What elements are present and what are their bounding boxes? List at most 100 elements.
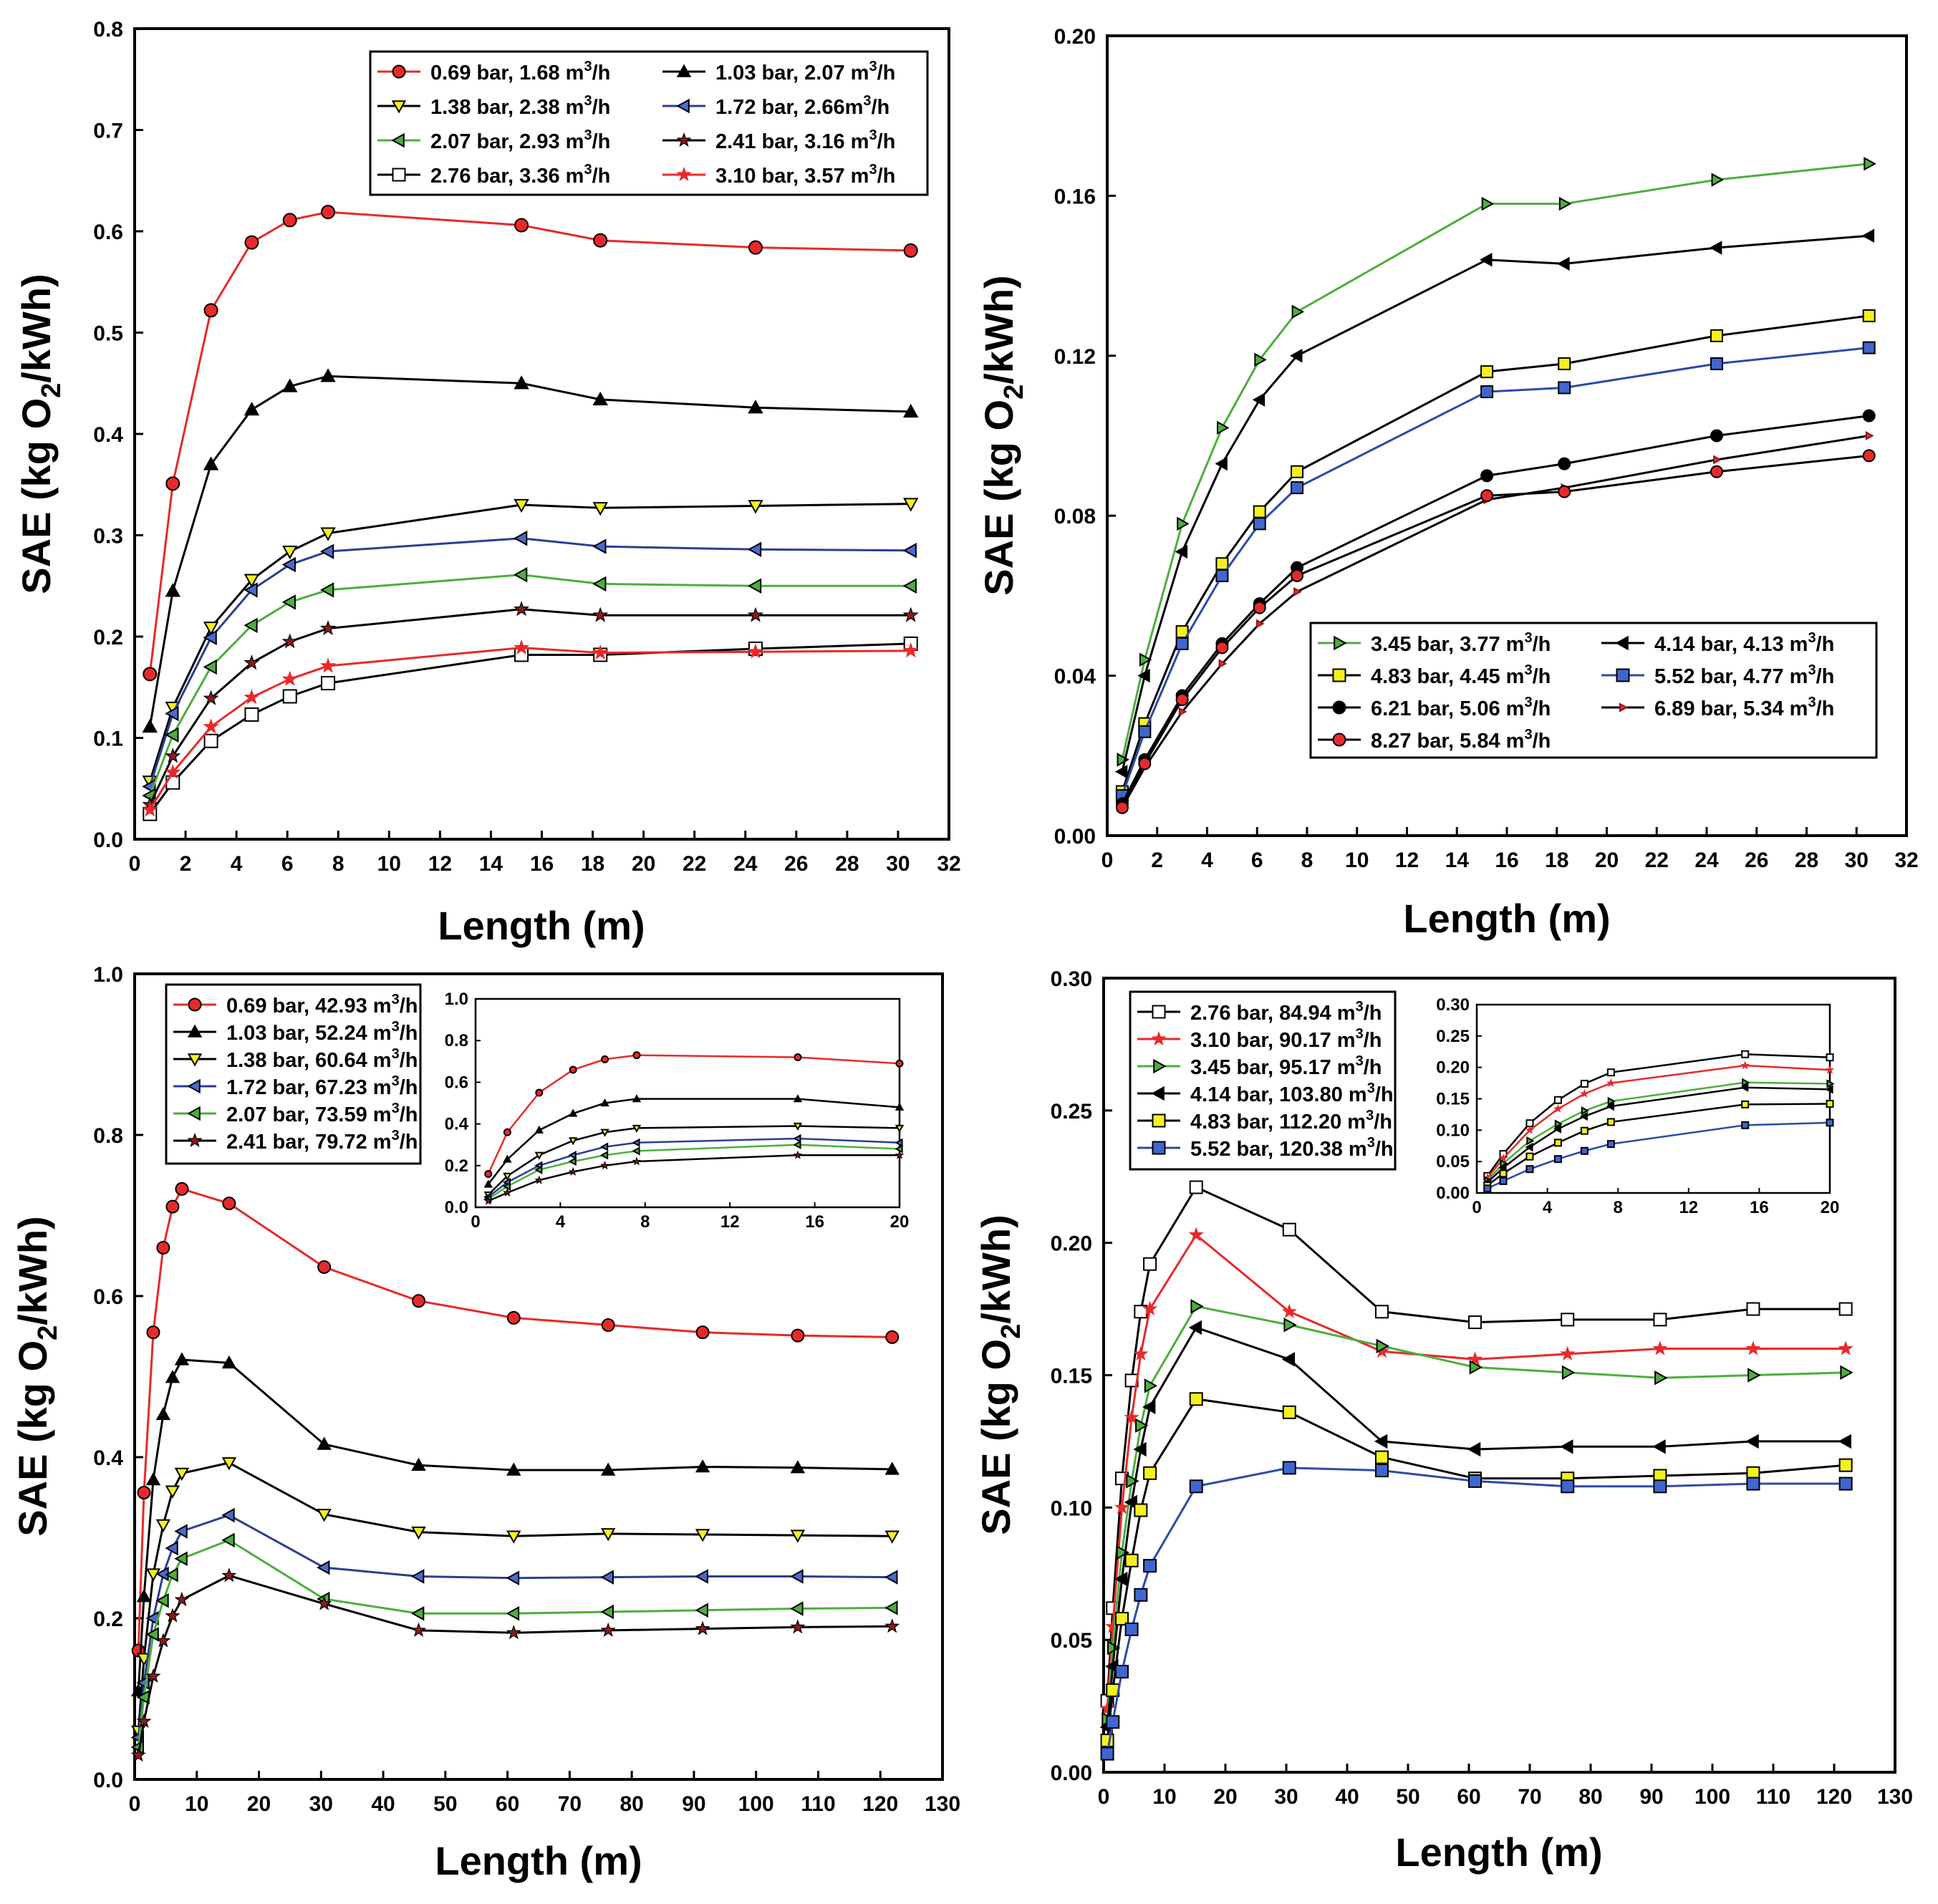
data-point [1253,517,1266,531]
series-line [148,608,911,806]
legend-label-tail: /h [877,165,896,188]
series-4 [142,566,917,803]
data-point [1144,1378,1158,1393]
data-point [1252,392,1266,407]
legend-label-superscript: 3 [869,162,877,178]
series-0 [131,1181,900,1658]
data-point [1138,757,1152,770]
legend-item: 1.72 bar, 2.66m3/h [662,93,890,119]
inset-data-point [568,1151,577,1160]
inset-x-tick-label: 16 [1750,1198,1769,1217]
legend-label: 4.14 bar, 103.80 m3/h [1190,1081,1394,1106]
legend-label-main: 1.38 bar, 60.64 m [226,1049,392,1072]
legend-marker [1332,700,1346,715]
data-point [1862,409,1876,422]
inset-series-0 [484,1051,904,1178]
data-point [1468,1315,1482,1330]
y-tick-label: 0.20 [1051,1232,1092,1256]
legend-label: 3.10 bar, 3.57 m3/h [715,162,895,188]
y-tick-label: 0.5 [93,322,123,346]
inset-data-point [1579,1088,1589,1098]
inset-data-point [632,1051,641,1060]
data-point [321,205,336,220]
legend-label-tail: /h [592,130,611,153]
legend-marker [1332,668,1346,682]
data-point [1215,557,1229,571]
x-tick-label: 60 [496,1792,519,1816]
data-point [1215,641,1229,654]
legend-box [1309,622,1878,759]
inset-data-point [1740,1060,1750,1070]
data-point [203,456,219,470]
inset-data-point [600,1098,609,1107]
data-point [165,748,181,763]
data-point [165,763,181,780]
legend-item: 2.41 bar, 79.72 m3/h [173,1128,418,1154]
data-point [695,1620,710,1635]
data-point [1178,707,1187,717]
data-point [1189,1479,1203,1494]
inset-x-tick-label: 12 [720,1212,740,1232]
legend-label: 5.52 bar, 120.38 m3/h [1190,1135,1394,1161]
x-tick-label: 26 [784,852,808,876]
data-point [1117,753,1129,767]
series-line [1106,1398,1846,1741]
data-point [506,1625,521,1640]
series-line [149,647,911,811]
series-1 [1099,1227,1853,1716]
inset-data-point [1741,1100,1750,1108]
data-point [1100,1746,1114,1761]
data-point [747,643,764,659]
data-point [1653,1479,1667,1494]
legend-label-main: 1.03 bar, 52.24 m [226,1022,392,1045]
inset-data-point [1554,1119,1563,1129]
series-line [137,1539,892,1748]
legend-label-tail: /h [1364,1002,1382,1025]
x-tick-label: 80 [1578,1785,1602,1809]
x-tick-label: 0 [1101,849,1114,872]
legend-label-superscript: 3 [863,93,871,109]
data-point [1138,725,1152,738]
y-tick-label: 0.05 [1051,1629,1092,1653]
x-tick-label: 30 [309,1792,333,1816]
legend-item: 5.52 bar, 120.38 m3/h [1137,1135,1394,1161]
inset-y-tick-label: 1.0 [445,990,468,1009]
legend-item: 1.72 bar, 67.23 m3/h [173,1073,418,1099]
inset-data-point [1606,1078,1616,1088]
data-point [1143,1257,1157,1271]
legend-label-tail: /h [400,1076,418,1099]
data-point [165,1485,180,1499]
legend-label-tail: /h [592,62,611,84]
series-3 [130,1507,898,1745]
x-tick-label: 110 [1756,1785,1790,1809]
legend-item: 1.38 bar, 2.38 m3/h [377,93,610,119]
x-tick-label: 60 [1457,1785,1480,1809]
data-point [1291,304,1305,319]
y-tick-label: 0.0 [93,1769,123,1792]
inset-data-point [632,1094,642,1103]
x-axis-label: Length (m) [1403,896,1610,941]
legend-label-main: 3.45 bar, 3.77 m [1371,633,1524,656]
data-point [1115,1665,1129,1679]
x-tick-label: 100 [1694,1785,1730,1809]
y-axis-label-subscript: 2 [37,383,67,398]
data-point [790,1530,806,1543]
legend-label-superscript: 3 [392,1073,400,1089]
legend-item: 2.07 bar, 73.59 m3/h [173,1101,418,1126]
data-point [1558,457,1571,470]
inset-data-point [1826,1118,1834,1127]
legend-label-main: 5.52 bar, 120.38 m [1190,1138,1367,1161]
legend-label-superscript: 3 [869,127,877,143]
legend-label: 8.27 bar, 5.84 m3/h [1371,727,1551,753]
y-axis-label: SAE (kg O2/kWh) [14,274,67,594]
series-line [1121,234,1869,772]
data-point [1115,801,1129,814]
y-axis-label-part: /kWh) [10,1216,55,1325]
y-tick-label: 1.0 [93,963,123,987]
inset-data-point [1498,1163,1507,1173]
inset-data-point [534,1125,544,1134]
data-point [1862,449,1876,463]
legend-marker [1332,733,1346,747]
inset-y-tick-label: 0.0 [445,1198,468,1217]
y-tick-label: 0.12 [1054,345,1096,369]
